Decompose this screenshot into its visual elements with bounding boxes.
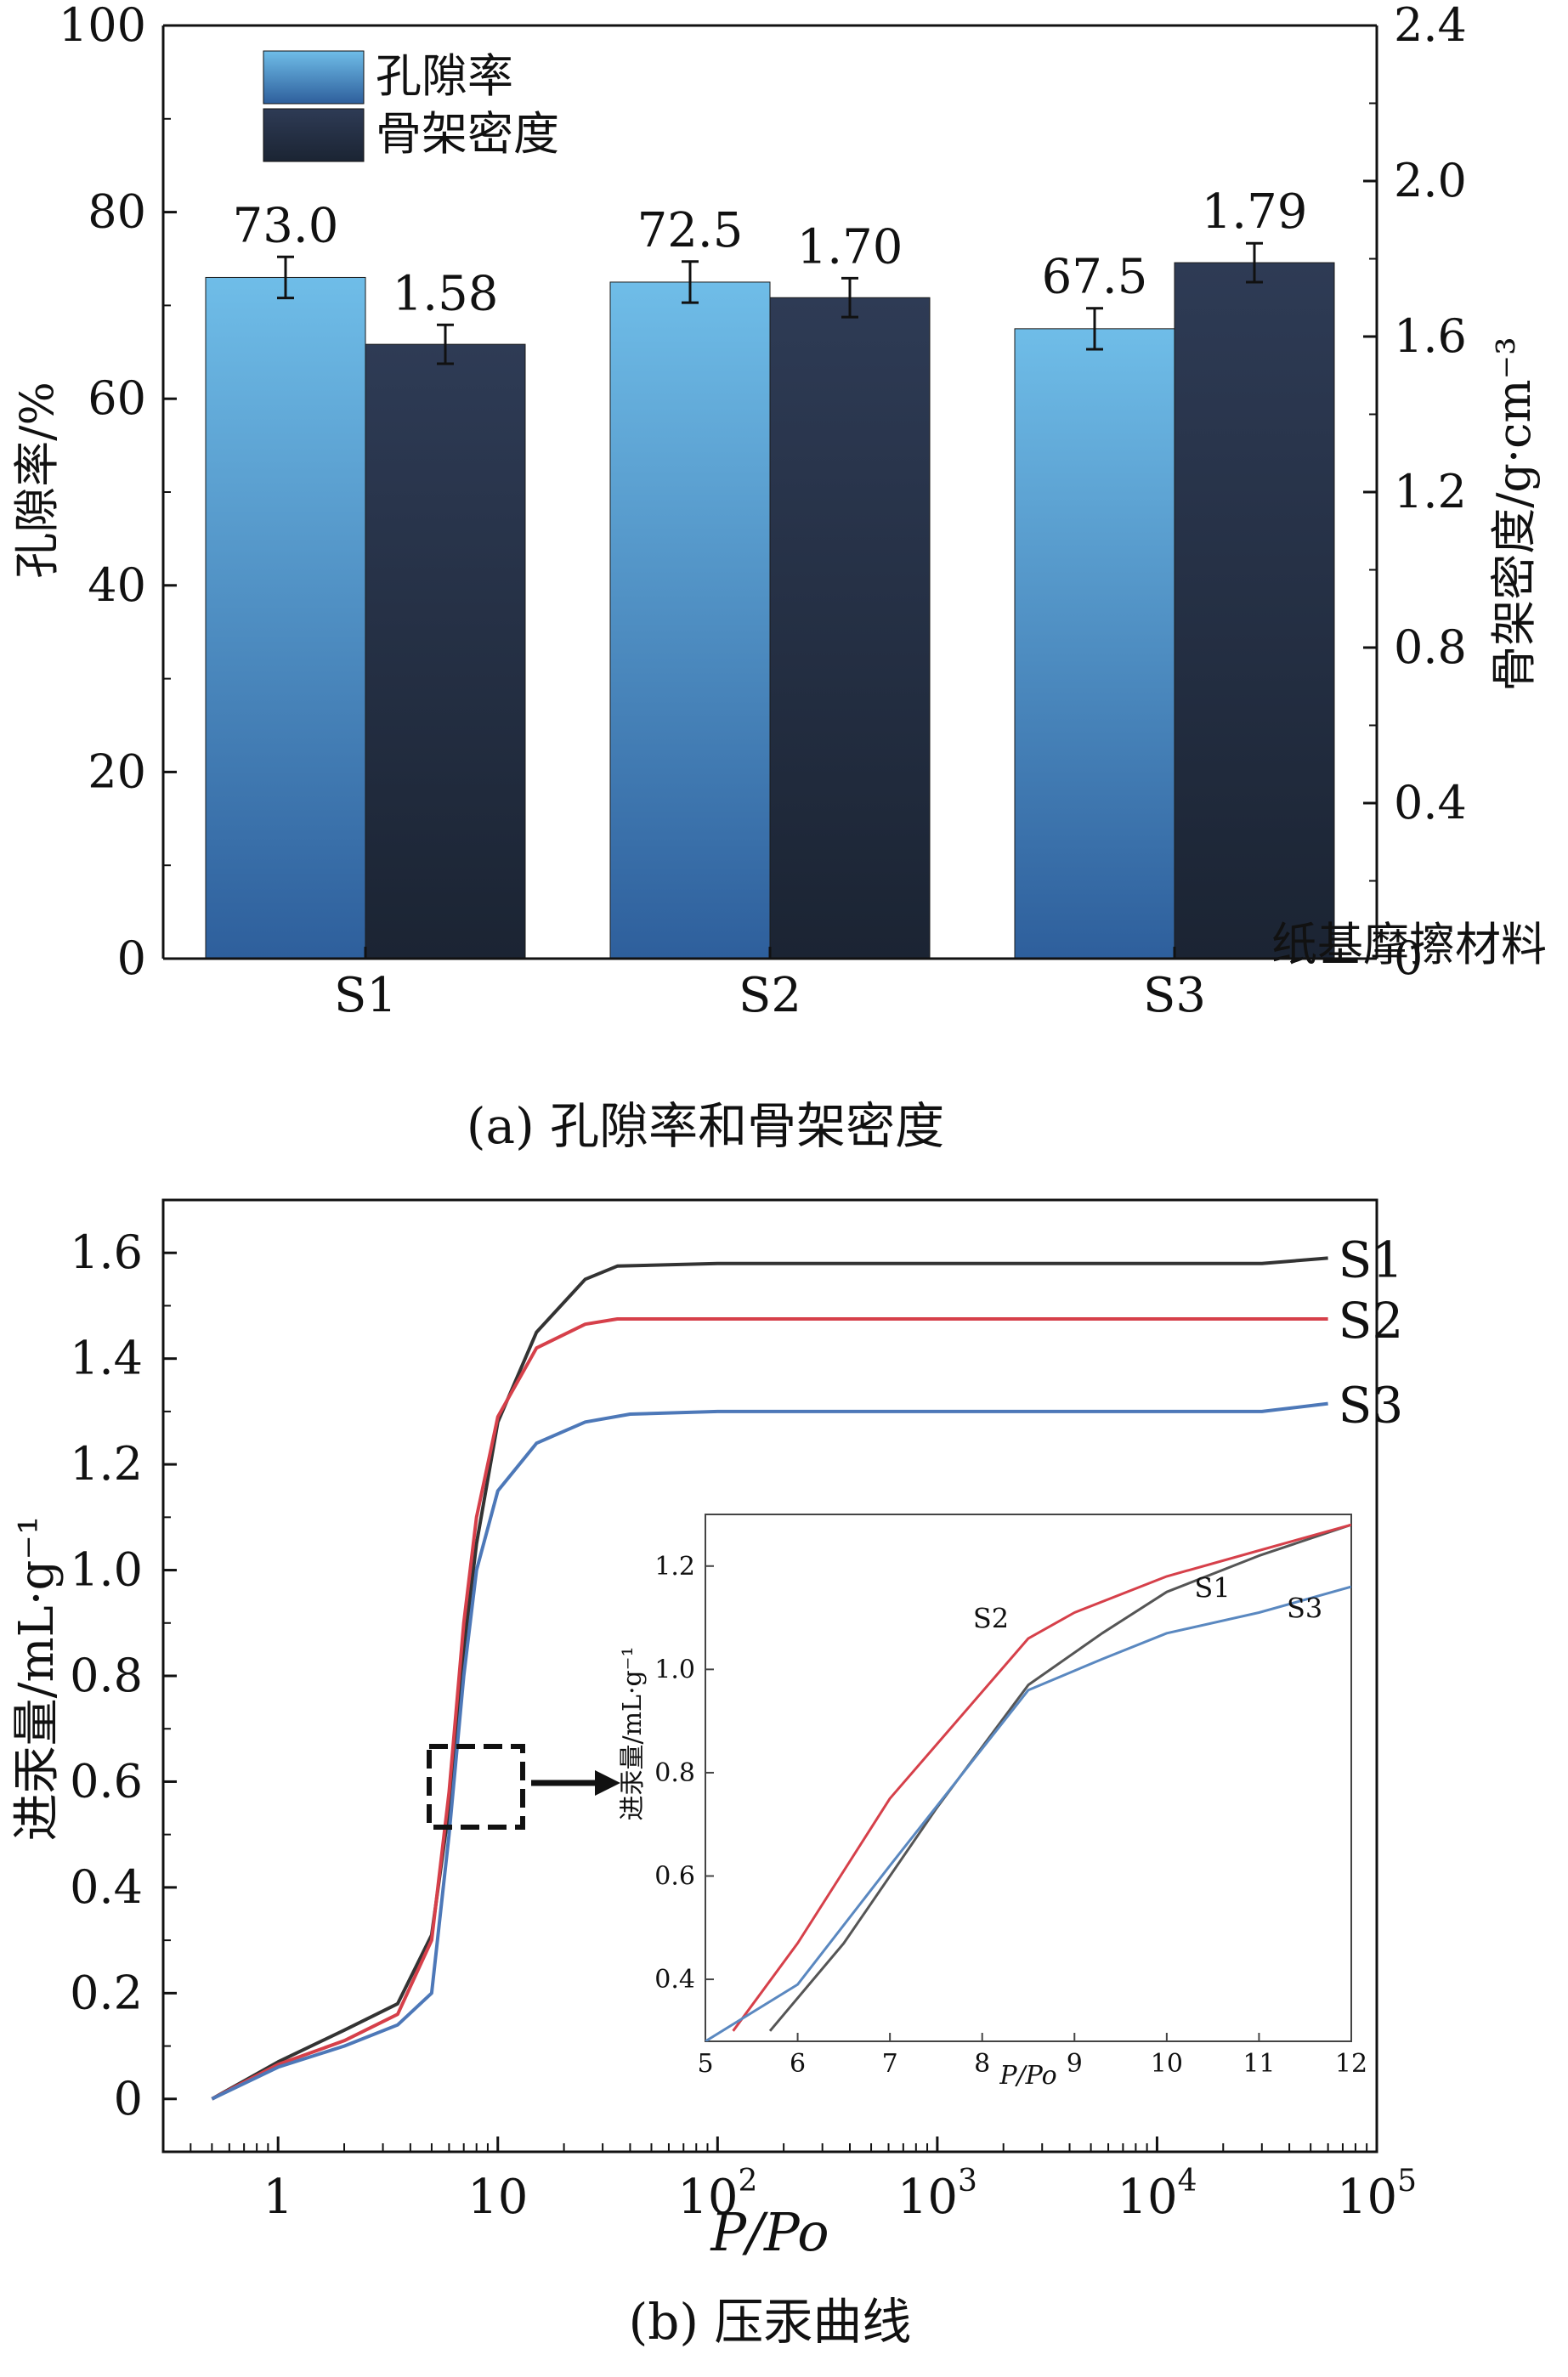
y-tick-label-right-a: 0.4 xyxy=(1394,776,1467,829)
value-label: 73.0 xyxy=(233,198,339,253)
legend-label-density: 骨架密度 xyxy=(376,107,559,161)
y-tick-label-left-a: 60 xyxy=(88,371,146,425)
inset-x-tick-label: 7 xyxy=(882,2049,898,2079)
inset-x-tick-label: 9 xyxy=(1067,2049,1083,2079)
inset-x-tick-label: 11 xyxy=(1243,2049,1275,2079)
legend-label-porosity: 孔隙率 xyxy=(376,49,513,103)
bar-porosity-s3 xyxy=(1014,328,1175,959)
inset-y-tick-label: 1.2 xyxy=(654,1552,695,1582)
y-tick-label-right-a: 0 xyxy=(1394,931,1423,985)
inset-series-line-s2 xyxy=(732,1523,1351,2032)
value-label: 72.5 xyxy=(637,203,744,258)
inset-series-label-s1: S1 xyxy=(1194,1571,1230,1604)
inset-y-tick-label: 0.8 xyxy=(654,1758,695,1788)
y-tick-label-right-a: 1.2 xyxy=(1394,465,1467,518)
x-tick-label-a: S2 xyxy=(739,968,801,1023)
x-axis-title-b: P/Po xyxy=(710,2201,829,2263)
arrow-right-icon xyxy=(595,1770,620,1796)
inset-x-tick-label: 8 xyxy=(974,2049,990,2079)
bar-porosity-s1 xyxy=(205,276,366,959)
inset-series-label-s2: S2 xyxy=(973,1603,1009,1635)
inset-x-axis-title: P/Po xyxy=(999,2061,1056,2091)
inset-x-tick-label: 6 xyxy=(790,2049,806,2079)
y-tick-label-b: 1.4 xyxy=(70,1332,143,1385)
legend-swatch-porosity xyxy=(263,50,365,105)
inset-x-tick-label: 12 xyxy=(1335,2049,1367,2079)
series-line-s2 xyxy=(211,1317,1328,2101)
axes-a: S1 S2 S3 0 20 40 60 80 100 0 0.4 0.8 1.2 1.6 2.0 2.4 xyxy=(59,0,1467,1023)
series-line-s1 xyxy=(211,1256,1328,2101)
inset-series-lines xyxy=(705,1523,1351,2041)
inset-series-line-s3 xyxy=(705,1585,1351,2041)
x-tick-label-b: 103 xyxy=(897,2164,977,2225)
caption-b: (b) 压汞曲线 xyxy=(629,2293,912,2351)
value-label: 1.58 xyxy=(393,266,499,321)
y-tick-label-left-a: 100 xyxy=(59,0,146,52)
inset-axes: 5 6 7 8 9 10 11 12 0.4 0.6 0.8 1.0 1.2 xyxy=(654,1552,1367,2079)
series-label-s2: S2 xyxy=(1339,1292,1404,1350)
inset-y-tick-label: 0.6 xyxy=(654,1861,695,1891)
y-tick-label-left-a: 80 xyxy=(88,185,146,239)
bar-porosity-s2 xyxy=(609,281,771,959)
inset-x-tick-label: 5 xyxy=(697,2049,713,2079)
inset-series-labels: S2 S1 S3 xyxy=(973,1571,1322,1634)
inset-y-tick-label: 0.4 xyxy=(654,1965,695,1995)
y-tick-label-left-a: 20 xyxy=(88,744,146,798)
bars-group xyxy=(205,262,1335,959)
bar-density-s1 xyxy=(365,343,526,959)
y-tick-label-b: 0.2 xyxy=(70,1966,143,2019)
inset-x-tick-label: 10 xyxy=(1151,2049,1183,2079)
legend-a: 孔隙率 骨架密度 xyxy=(263,49,559,162)
y-tick-label-right-a: 2.4 xyxy=(1394,0,1467,52)
inset-series-label-s3: S3 xyxy=(1287,1593,1322,1625)
x-tick-label-b: 102 xyxy=(677,2164,757,2225)
y-axis-title-left-a: 孔隙率/% xyxy=(10,382,64,579)
y-tick-label-left-a: 0 xyxy=(117,931,146,985)
series-label-s3: S3 xyxy=(1339,1377,1404,1435)
y-tick-label-b: 1.0 xyxy=(70,1543,143,1597)
y-tick-label-b: 0.6 xyxy=(70,1754,143,1808)
inset-frame xyxy=(705,1514,1352,2042)
line-chart-b: 1 10 102 103 104 10500.20.40.60.81.01.21.41.6… xyxy=(9,1198,1417,2351)
value-label: 67.5 xyxy=(1042,250,1148,305)
x-axis-title-a: 纸基摩擦材料 xyxy=(1271,918,1547,971)
inset-series-line-s1 xyxy=(768,1523,1351,2032)
value-labels-group: 73.0 1.58 72.5 1.70 67.5 1.79 xyxy=(233,184,1308,321)
x-tick-label-b: 104 xyxy=(1117,2164,1197,2225)
y-tick-label-b: 0.8 xyxy=(70,1649,143,1702)
y-tick-label-b: 1.6 xyxy=(70,1225,143,1279)
x-tick-label-b: 105 xyxy=(1337,2164,1417,2225)
y-tick-label-left-a: 40 xyxy=(88,558,146,612)
zoom-region-marker xyxy=(427,1744,525,1830)
x-tick-label-b: 1 xyxy=(263,2170,293,2225)
bar-chart-a: 73.0 1.58 72.5 1.70 67.5 1.79 S1 S2 S3 0 20 40 60 80… xyxy=(10,0,1547,1155)
y-axis-title-b: 进汞量/mL·g⁻¹ xyxy=(9,1516,65,1842)
y-tick-label-right-a: 2.0 xyxy=(1394,154,1467,207)
value-label: 1.79 xyxy=(1202,184,1308,240)
y-tick-label-b: 1.2 xyxy=(70,1437,143,1491)
inset-chart: 5 6 7 8 9 10 11 12 0.4 0.6 0.8 1.0 1.2 S2 S1 S3 P/Po 进… xyxy=(618,1514,1367,2091)
bar-density-s3 xyxy=(1174,262,1335,959)
y-tick-label-right-a: 0.8 xyxy=(1394,620,1467,674)
series-label-s1: S1 xyxy=(1339,1231,1404,1288)
x-tick-label-a: S3 xyxy=(1143,968,1206,1023)
y-tick-label-b: 0 xyxy=(114,2072,143,2125)
bar-density-s2 xyxy=(769,297,931,959)
inset-y-axis-title: 进汞量/mL·g⁻¹ xyxy=(618,1646,648,1820)
series-lines-b xyxy=(211,1256,1328,2101)
x-tick-label-a: S1 xyxy=(334,968,397,1023)
error-bars-group xyxy=(277,241,1263,365)
inset-y-tick-label: 1.0 xyxy=(654,1655,695,1684)
y-axis-title-right-a: 骨架密度/g·cm⁻³ xyxy=(1487,337,1541,692)
y-tick-label-b: 0.4 xyxy=(70,1860,143,1914)
caption-a: (a) 孔隙率和骨架密度 xyxy=(467,1097,944,1155)
y-tick-label-right-a: 1.6 xyxy=(1394,309,1467,363)
legend-swatch-density xyxy=(263,108,365,162)
value-label: 1.70 xyxy=(797,219,903,274)
x-tick-label-b: 10 xyxy=(467,2170,528,2225)
series-line-s3 xyxy=(211,1401,1328,2101)
